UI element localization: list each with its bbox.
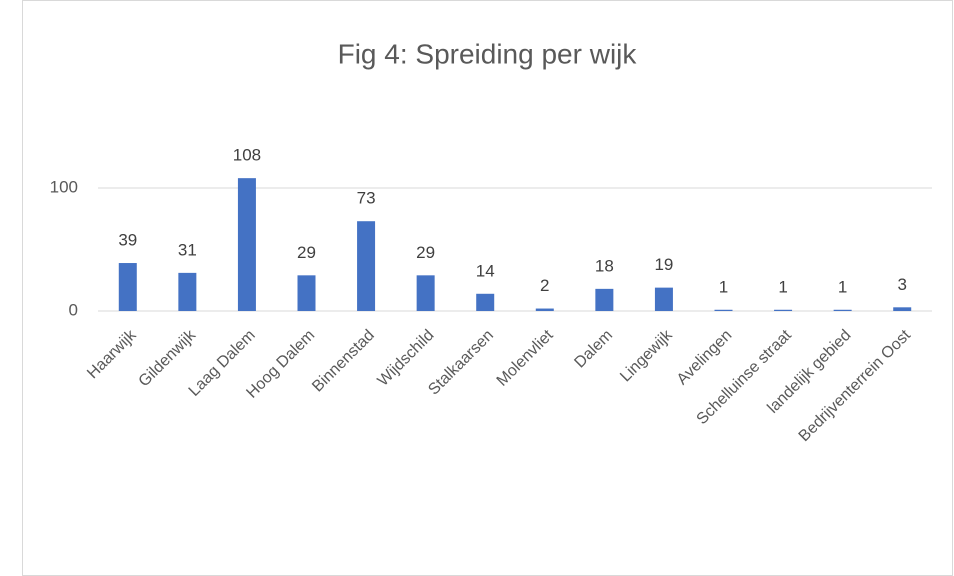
y-tick-label: 0 [69,300,78,319]
data-label: 39 [118,231,137,250]
data-label: 1 [778,277,787,296]
data-label: 73 [357,189,376,208]
data-label: 2 [540,276,549,295]
data-label: 29 [416,243,435,262]
bar [774,309,793,311]
data-label: 108 [233,146,261,165]
bar [237,178,256,311]
data-label: 3 [897,275,906,294]
bar [357,221,376,311]
bar [595,288,614,311]
bar [178,272,197,311]
bar [297,275,316,311]
bar [118,263,137,311]
bar [714,309,733,311]
chart-frame [22,0,953,576]
y-tick-label: 100 [50,177,78,196]
chart-title: Fig 4: Spreiding per wijk [338,38,638,69]
data-label: 19 [654,255,673,274]
bar [893,307,912,311]
bar [476,293,495,311]
data-label: 1 [838,277,847,296]
data-label: 1 [719,277,728,296]
data-label: 29 [297,243,316,262]
data-label: 14 [476,261,495,280]
bar [654,287,673,311]
bar [416,275,435,311]
data-label: 31 [178,240,197,259]
data-label: 18 [595,256,614,275]
bar [535,308,554,311]
bar [833,309,852,311]
